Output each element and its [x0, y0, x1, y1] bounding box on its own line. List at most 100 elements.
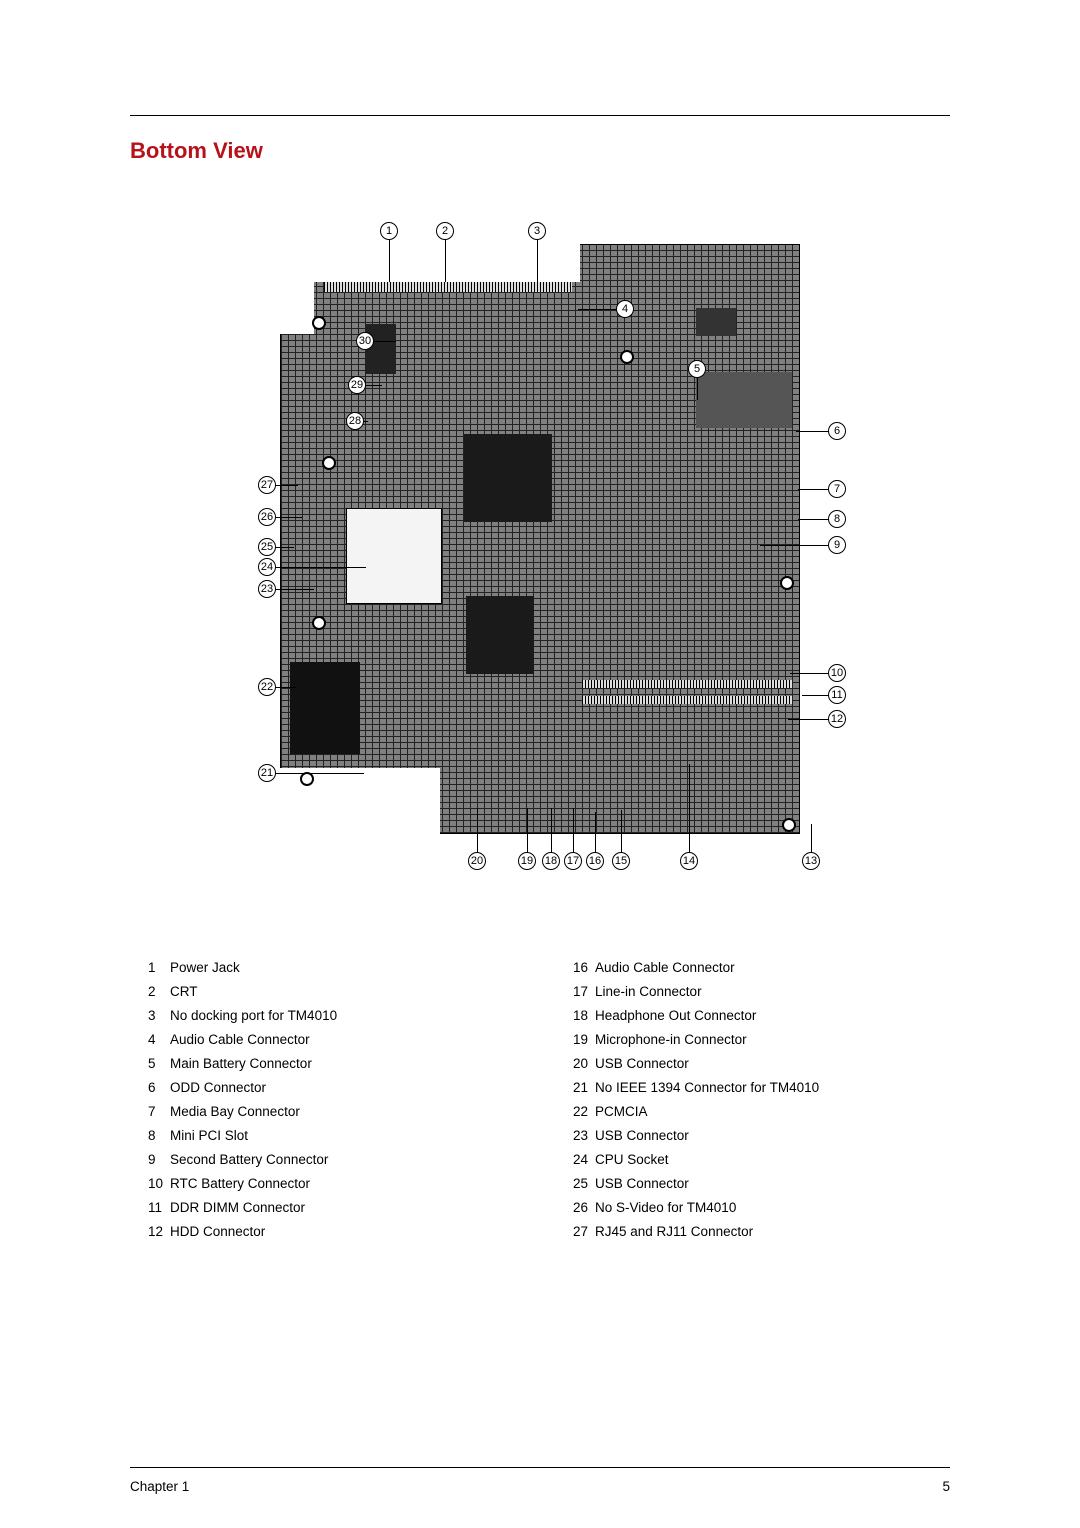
chip [466, 596, 534, 674]
legend-number: 22 [555, 1104, 595, 1119]
callout-balloon: 11 [828, 686, 846, 704]
dimm-slot [582, 696, 792, 704]
callout-balloon: 18 [542, 852, 560, 870]
page: Bottom View 12345678910111 [0, 0, 1080, 1528]
legend-row: 2CRT [130, 984, 525, 999]
callout-balloon: 28 [346, 412, 364, 430]
callout-balloon: 3 [528, 222, 546, 240]
legend-number: 24 [555, 1152, 595, 1167]
callout-balloon: 21 [258, 764, 276, 782]
legend-row: 23USB Connector [555, 1128, 950, 1143]
legend-label: Audio Cable Connector [170, 1032, 525, 1047]
legend-number: 2 [130, 984, 170, 999]
legend-row: 27RJ45 and RJ11 Connector [555, 1224, 950, 1239]
chip [464, 434, 552, 522]
callout-lead [267, 773, 364, 774]
dimm-slot [582, 680, 792, 688]
legend-row: 9Second Battery Connector [130, 1152, 525, 1167]
legend-label: USB Connector [595, 1176, 950, 1191]
legend-label: CPU Socket [595, 1152, 950, 1167]
page-footer: Chapter 1 5 [130, 1479, 950, 1494]
callout-balloon: 13 [802, 852, 820, 870]
legend-row: 22PCMCIA [555, 1104, 950, 1119]
motherboard-diagram: 1234567891011121314151617181920212223242… [226, 212, 854, 872]
footer-page-number: 5 [942, 1479, 950, 1494]
legend-label: Line-in Connector [595, 984, 950, 999]
legend-row: 19Microphone-in Connector [555, 1032, 950, 1047]
board-cutout [280, 244, 314, 334]
legend-label: No IEEE 1394 Connector for TM4010 [595, 1080, 950, 1095]
callout-balloon: 22 [258, 678, 276, 696]
legend-column-right: 16Audio Cable Connector 17Line-in Connect… [555, 960, 950, 1248]
callout-balloon: 25 [258, 538, 276, 556]
legend-label: PCMCIA [595, 1104, 950, 1119]
callout-balloon: 6 [828, 422, 846, 440]
callout-balloon: 17 [564, 852, 582, 870]
mounting-hole [300, 772, 314, 786]
legend-label: Second Battery Connector [170, 1152, 525, 1167]
callout-balloon: 14 [680, 852, 698, 870]
board-cutout [314, 244, 580, 282]
legend-label: HDD Connector [170, 1224, 525, 1239]
callout-balloon: 24 [258, 558, 276, 576]
top-rule [130, 115, 950, 116]
legend-row: 17Line-in Connector [555, 984, 950, 999]
legend-row: 26No S-Video for TM4010 [555, 1200, 950, 1215]
legend-label: ODD Connector [170, 1080, 525, 1095]
legend-row: 8Mini PCI Slot [130, 1128, 525, 1143]
callout-balloon: 10 [828, 664, 846, 682]
callout-balloon: 5 [688, 360, 706, 378]
diagram-container: 1234567891011121314151617181920212223242… [130, 212, 950, 872]
callout-balloon: 2 [436, 222, 454, 240]
callout-balloon: 20 [468, 852, 486, 870]
legend-row: 25USB Connector [555, 1176, 950, 1191]
callout-balloon: 23 [258, 580, 276, 598]
legend-number: 12 [130, 1224, 170, 1239]
legend-column-left: 1Power Jack2CRT3No docking port for TM40… [130, 960, 525, 1248]
callout-balloon: 15 [612, 852, 630, 870]
legend-row: 10RTC Battery Connector [130, 1176, 525, 1191]
legend-label: Media Bay Connector [170, 1104, 525, 1119]
legend-number: 16 [555, 960, 595, 975]
legend-label: Main Battery Connector [170, 1056, 525, 1071]
callout-balloon: 12 [828, 710, 846, 728]
legend-row: 5Main Battery Connector [130, 1056, 525, 1071]
callout-lead [689, 764, 690, 861]
legend-number: 5 [130, 1056, 170, 1071]
legend-row: 16Audio Cable Connector [555, 960, 950, 975]
chip [366, 324, 396, 374]
legend-label: DDR DIMM Connector [170, 1200, 525, 1215]
legend-row: 7Media Bay Connector [130, 1104, 525, 1119]
legend-number: 4 [130, 1032, 170, 1047]
callout-lead [267, 567, 366, 568]
page-title: Bottom View [130, 138, 950, 164]
callout-balloon: 9 [828, 536, 846, 554]
legend-row: 12HDD Connector [130, 1224, 525, 1239]
mounting-hole [322, 456, 336, 470]
legend-number: 21 [555, 1080, 595, 1095]
connector-strip [324, 282, 572, 292]
footer-chapter: Chapter 1 [130, 1479, 189, 1494]
chip [696, 372, 792, 428]
callout-balloon: 27 [258, 476, 276, 494]
legend-number: 9 [130, 1152, 170, 1167]
cpu-socket [346, 508, 442, 604]
legend-row: 1Power Jack [130, 960, 525, 975]
legend-row: 11DDR DIMM Connector [130, 1200, 525, 1215]
legend-number: 11 [130, 1200, 170, 1215]
callout-balloon: 7 [828, 480, 846, 498]
callout-balloon: 8 [828, 510, 846, 528]
legend-number: 19 [555, 1032, 595, 1047]
mounting-hole [620, 350, 634, 364]
legend-label: USB Connector [595, 1056, 950, 1071]
legend-label: USB Connector [595, 1128, 950, 1143]
legend-row: 24CPU Socket [555, 1152, 950, 1167]
legend-number: 25 [555, 1176, 595, 1191]
legend-label: RTC Battery Connector [170, 1176, 525, 1191]
legend-table: 1Power Jack2CRT3No docking port for TM40… [130, 960, 950, 1248]
legend-row: 18Headphone Out Connector [555, 1008, 950, 1023]
callout-balloon: 1 [380, 222, 398, 240]
chip [696, 308, 736, 336]
callout-balloon: 26 [258, 508, 276, 526]
legend-number: 6 [130, 1080, 170, 1095]
